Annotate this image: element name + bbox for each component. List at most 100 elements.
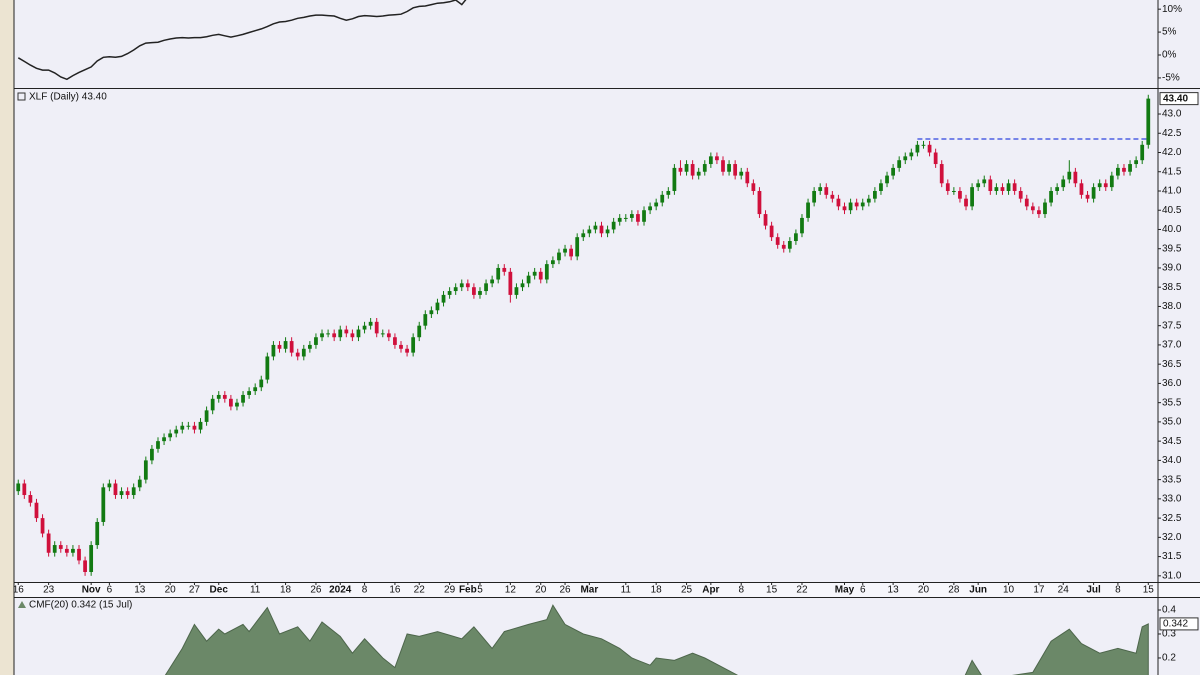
candle-body [143, 460, 148, 480]
candle-body [1061, 179, 1066, 188]
candle-body [174, 429, 179, 434]
candle-body [393, 337, 397, 345]
candle-body [593, 225, 598, 230]
y-tick-label: 39.5 [1162, 243, 1182, 254]
x-tick-label: 13 [888, 585, 900, 596]
candle-body [1018, 190, 1023, 199]
candle-body [988, 179, 993, 191]
candle-body [247, 391, 252, 395]
candle-body [435, 302, 440, 311]
candle-body [702, 164, 707, 172]
cmf-area [164, 604, 1149, 675]
y-tick-label: 39.0 [1162, 263, 1182, 274]
y-tick-label: 36.0 [1162, 378, 1182, 389]
candle-body [921, 144, 926, 146]
candle-body [71, 548, 75, 553]
y-tick-label: 43.0 [1162, 109, 1182, 120]
candle-body [733, 164, 738, 176]
candle-body [727, 164, 731, 172]
chart-background [14, 0, 1200, 675]
candle-body [222, 394, 227, 399]
candle-body [824, 187, 829, 195]
candle-body [708, 156, 713, 165]
candle-body [271, 344, 276, 357]
candle-body [368, 321, 373, 326]
candle-body [95, 521, 100, 546]
x-tick-label: Jul [1086, 585, 1101, 596]
x-tick-label: 8 [362, 585, 368, 596]
y-tick-label: 31.5 [1162, 551, 1182, 562]
candle-body [678, 167, 683, 172]
candle-body [1091, 187, 1096, 199]
candle-body [1134, 160, 1139, 165]
candle-body [520, 283, 525, 288]
price-legend: XLF (Daily) 43.40 [29, 92, 107, 103]
candle-body [775, 237, 780, 245]
candle-body [131, 487, 136, 496]
candle-body [563, 248, 567, 253]
price-panel [16, 94, 1151, 576]
candle-body [16, 483, 21, 492]
candle-body [769, 225, 774, 238]
candle-body [970, 187, 974, 207]
candle-body [939, 164, 944, 184]
legend-icon [17, 92, 26, 101]
x-tick-label: Dec [210, 585, 229, 596]
x-tick-label: 22 [414, 585, 426, 596]
x-tick-label: 29 [444, 585, 456, 596]
candle-body [283, 341, 288, 349]
candle-body [1030, 206, 1035, 211]
candle-body [1116, 167, 1120, 176]
y-tick-label: 5% [1162, 27, 1177, 38]
candle-body [22, 483, 27, 496]
candle-body [1049, 190, 1053, 203]
candle-body [794, 233, 798, 242]
candle-body [490, 279, 495, 284]
candle-body [465, 283, 470, 288]
candle-body [295, 352, 300, 357]
candle-body [429, 310, 434, 315]
candle-body [927, 144, 932, 153]
candle-body [873, 190, 877, 199]
candle-body [235, 402, 239, 407]
candle-body [386, 333, 391, 338]
candle-body [253, 387, 258, 392]
candle-body [751, 183, 756, 191]
candle-body [879, 183, 883, 191]
candle-body [1128, 164, 1132, 172]
candle-body [356, 329, 361, 338]
candle-body [1122, 167, 1126, 172]
candle-body [52, 545, 57, 553]
candle-body [842, 206, 847, 211]
candle-body [301, 348, 306, 357]
candle-body [696, 171, 701, 176]
candle-body [34, 502, 39, 519]
candle-body [551, 260, 555, 265]
y-tick-label: 0% [1162, 50, 1177, 61]
y-tick-label: 0.2 [1162, 653, 1176, 664]
candle-body [405, 348, 409, 353]
candle-body [848, 202, 853, 211]
candle-body [417, 325, 422, 338]
y-tick-label: 35.5 [1162, 397, 1182, 408]
x-tick-label: 5 [477, 585, 483, 596]
y-tick-label: 37.0 [1162, 340, 1182, 351]
candle-body [137, 479, 142, 488]
candle-body [532, 271, 537, 276]
candle-body [860, 202, 865, 207]
x-tick-label: 16 [389, 585, 401, 596]
candle-body [46, 533, 51, 553]
x-tick-label: 10 [1003, 585, 1015, 596]
candle-body [757, 190, 762, 215]
candle-body [915, 144, 920, 153]
x-tick-label: 6 [860, 585, 866, 596]
candle-body [787, 241, 792, 249]
candle-body [623, 217, 628, 219]
candle-body [982, 179, 987, 184]
candle-body [1073, 171, 1078, 184]
candle-body [1067, 171, 1072, 180]
candle-body [362, 325, 367, 330]
candle-body [411, 337, 416, 353]
